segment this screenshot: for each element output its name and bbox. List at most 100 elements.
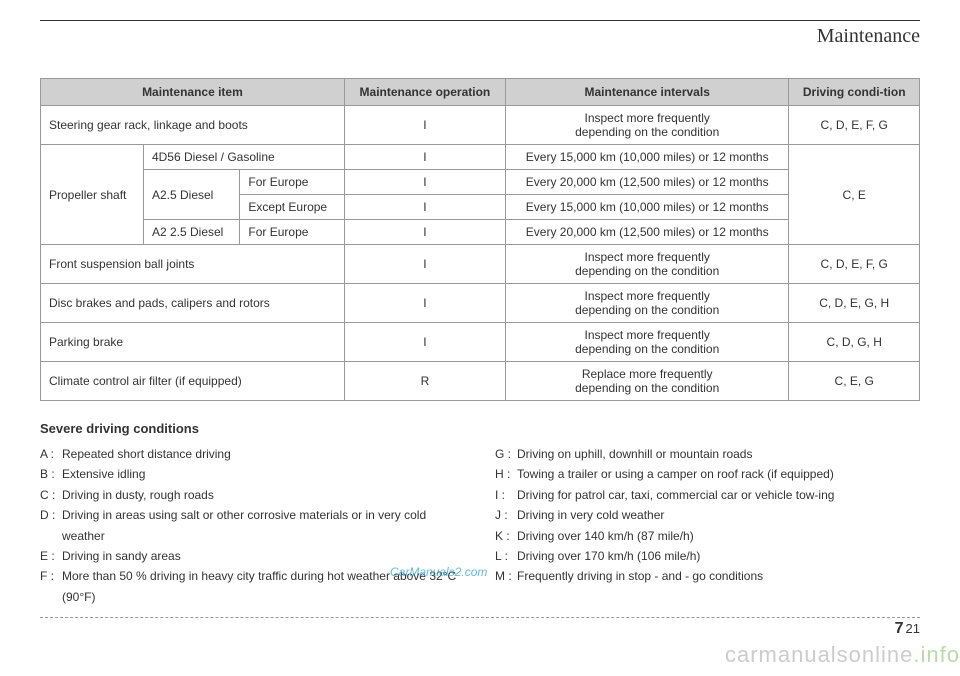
condition-key: J : (495, 505, 517, 525)
cell-interval: Inspect more frequentlydepending on the … (505, 106, 788, 145)
cell-propeller: Propeller shaft (41, 145, 144, 245)
condition-item: E :Driving in sandy areas (40, 546, 465, 566)
cell-interval: Every 15,000 km (10,000 miles) or 12 mon… (505, 145, 788, 170)
table-row: A2 2.5 Diesel For Europe I Every 20,000 … (41, 220, 920, 245)
table-row: Propeller shaft 4D56 Diesel / Gasoline I… (41, 145, 920, 170)
condition-item: G :Driving on uphill, downhill or mounta… (495, 444, 920, 464)
condition-key: A : (40, 444, 62, 464)
condition-key: C : (40, 485, 62, 505)
cell-item: Front suspension ball joints (41, 245, 345, 284)
cell-sub: A2 2.5 Diesel (143, 220, 239, 245)
condition-item: C :Driving in dusty, rough roads (40, 485, 465, 505)
cell-sub: A2.5 Diesel (143, 170, 239, 220)
conditions-columns: A :Repeated short distance drivingB :Ext… (40, 444, 920, 607)
condition-key: E : (40, 546, 62, 566)
condition-item: I :Driving for patrol car, taxi, commerc… (495, 485, 920, 505)
cell-cond: C, E, G (789, 362, 920, 401)
page-footer: 721 (40, 617, 920, 638)
condition-text: Driving in very cold weather (517, 505, 664, 525)
cell-cond: C, D, E, F, G (789, 106, 920, 145)
cell-item: Climate control air filter (if equipped) (41, 362, 345, 401)
th-op: Maintenance operation (344, 79, 505, 106)
condition-item: L :Driving over 170 km/h (106 mile/h) (495, 546, 920, 566)
condition-key: H : (495, 464, 517, 484)
condition-text: Frequently driving in stop - and - go co… (517, 566, 763, 586)
maintenance-table: Maintenance item Maintenance operation M… (40, 78, 920, 401)
condition-text: More than 50 % driving in heavy city tra… (62, 566, 465, 607)
condition-item: J :Driving in very cold weather (495, 505, 920, 525)
table-row: A2.5 Diesel For Europe I Every 20,000 km… (41, 170, 920, 195)
cell-op: I (344, 245, 505, 284)
condition-text: Driving for patrol car, taxi, commercial… (517, 485, 834, 505)
condition-key: I : (495, 485, 517, 505)
watermark-carmanualsonline: carmanualsonline.info (725, 642, 960, 668)
condition-key: B : (40, 464, 62, 484)
condition-item: F :More than 50 % driving in heavy city … (40, 566, 465, 607)
condition-text: Driving in areas using salt or other cor… (62, 505, 465, 546)
cell-op: I (344, 106, 505, 145)
header-rule (40, 20, 920, 21)
table-row: Disc brakes and pads, calipers and rotor… (41, 284, 920, 323)
condition-key: F : (40, 566, 62, 607)
cell-item: Disc brakes and pads, calipers and rotor… (41, 284, 345, 323)
th-interval: Maintenance intervals (505, 79, 788, 106)
cell-interval: Every 20,000 km (12,500 miles) or 12 mon… (505, 170, 788, 195)
cell-cond: C, D, E, G, H (789, 284, 920, 323)
th-cond: Driving condi-tion (789, 79, 920, 106)
watermark-part1: carmanualsonline (725, 642, 913, 667)
condition-item: D :Driving in areas using salt or other … (40, 505, 465, 546)
condition-text: Extensive idling (62, 464, 145, 484)
conditions-heading: Severe driving conditions (40, 421, 920, 436)
conditions-right: G :Driving on uphill, downhill or mounta… (495, 444, 920, 607)
th-item: Maintenance item (41, 79, 345, 106)
condition-key: K : (495, 526, 517, 546)
section-number: 7 (895, 620, 904, 637)
condition-key: G : (495, 444, 517, 464)
condition-text: Driving over 140 km/h (87 mile/h) (517, 526, 694, 546)
page-number: 21 (906, 621, 920, 636)
cell-interval: Inspect more frequentlydepending on the … (505, 245, 788, 284)
cell-sub: For Europe (240, 170, 344, 195)
cell-op: I (344, 195, 505, 220)
watermark-part2: .info (913, 642, 960, 667)
cell-interval: Every 20,000 km (12,500 miles) or 12 mon… (505, 220, 788, 245)
cell-sub: For Europe (240, 220, 344, 245)
cell-op: I (344, 145, 505, 170)
cell-sub: 4D56 Diesel / Gasoline (143, 145, 344, 170)
table-row: Climate control air filter (if equipped)… (41, 362, 920, 401)
cell-sub: Except Europe (240, 195, 344, 220)
cell-cond: C, E (789, 145, 920, 245)
cell-interval: Inspect more frequentlydepending on the … (505, 323, 788, 362)
cell-op: I (344, 284, 505, 323)
condition-text: Repeated short distance driving (62, 444, 231, 464)
condition-key: D : (40, 505, 62, 546)
condition-key: M : (495, 566, 517, 586)
cell-interval: Every 15,000 km (10,000 miles) or 12 mon… (505, 195, 788, 220)
cell-item: Parking brake (41, 323, 345, 362)
cell-op: I (344, 170, 505, 195)
condition-text: Driving in sandy areas (62, 546, 181, 566)
cell-interval: Inspect more frequentlydepending on the … (505, 284, 788, 323)
condition-text: Towing a trailer or using a camper on ro… (517, 464, 834, 484)
condition-text: Driving in dusty, rough roads (62, 485, 214, 505)
cell-op: I (344, 323, 505, 362)
table-header-row: Maintenance item Maintenance operation M… (41, 79, 920, 106)
table-row: Parking brake I Inspect more frequentlyd… (41, 323, 920, 362)
cell-cond: C, D, G, H (789, 323, 920, 362)
condition-item: M :Frequently driving in stop - and - go… (495, 566, 920, 586)
condition-text: Driving on uphill, downhill or mountain … (517, 444, 752, 464)
conditions-left: A :Repeated short distance drivingB :Ext… (40, 444, 465, 607)
condition-item: A :Repeated short distance driving (40, 444, 465, 464)
condition-text: Driving over 170 km/h (106 mile/h) (517, 546, 700, 566)
condition-item: H :Towing a trailer or using a camper on… (495, 464, 920, 484)
cell-interval: Replace more frequentlydepending on the … (505, 362, 788, 401)
table-row: Steering gear rack, linkage and boots I … (41, 106, 920, 145)
condition-item: B :Extensive idling (40, 464, 465, 484)
cell-item: Steering gear rack, linkage and boots (41, 106, 345, 145)
cell-cond: C, D, E, F, G (789, 245, 920, 284)
condition-key: L : (495, 546, 517, 566)
table-row: Front suspension ball joints I Inspect m… (41, 245, 920, 284)
cell-op: I (344, 220, 505, 245)
condition-item: K :Driving over 140 km/h (87 mile/h) (495, 526, 920, 546)
cell-op: R (344, 362, 505, 401)
